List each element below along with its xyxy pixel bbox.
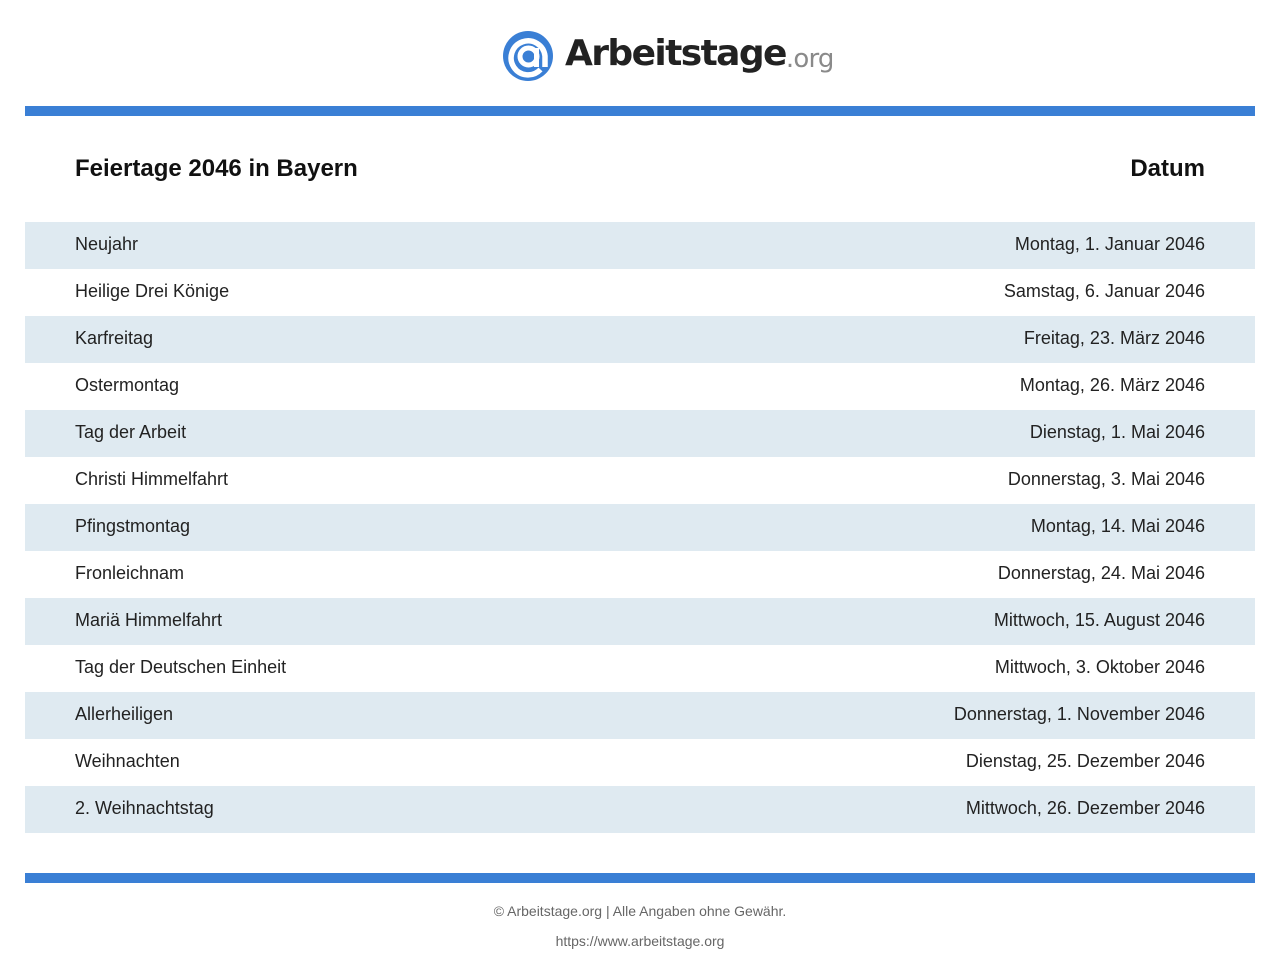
holiday-name: Ostermontag: [75, 375, 180, 395]
holiday-name: Pfingstmontag: [75, 516, 191, 536]
site-header: Arbeitstage.org: [0, 0, 1280, 106]
holiday-date: Montag, 14. Mai 2046: [1030, 516, 1205, 536]
table-title: Feiertage 2046 in Bayern: [75, 155, 358, 182]
holiday-name: Tag der Deutschen Einheit: [75, 657, 287, 677]
date-column-header: Datum: [1130, 155, 1205, 182]
footer-copyright: © Arbeitstage.org | Alle Angaben ohne Ge…: [493, 903, 787, 919]
table-row: Fronleichnam Donnerstag, 24. Mai 2046: [25, 551, 1255, 598]
holiday-date: Dienstag, 25. Dezember 2046: [965, 751, 1205, 771]
holiday-date: Dienstag, 1. Mai 2046: [1029, 422, 1205, 442]
holiday-date: Mittwoch, 15. August 2046: [993, 610, 1205, 630]
holiday-name: Neujahr: [75, 234, 139, 254]
logo-name: Arbeitstage: [565, 33, 787, 74]
holiday-name: 2. Weihnachtstag: [75, 798, 214, 818]
table-row: Karfreitag Freitag, 23. März 2046: [25, 316, 1255, 363]
holiday-name: Fronleichnam: [75, 563, 185, 583]
top-divider-bar: [25, 106, 1255, 116]
holiday-name: Tag der Arbeit: [75, 422, 187, 442]
holiday-name: Allerheiligen: [75, 704, 174, 724]
holiday-list: Neujahr Montag, 1. Januar 2046 Heilige Dre…: [25, 222, 1255, 833]
table-row: 2. Weihnachtstag Mittwoch, 26. Dezember 2…: [25, 786, 1255, 833]
table-row: Ostermontag Montag, 26. März 2046: [25, 363, 1255, 410]
holiday-date: Mittwoch, 3. Oktober 2046: [994, 657, 1205, 677]
at-sign-icon: [503, 31, 553, 81]
table-row: Pfingstmontag Montag, 14. Mai 2046: [25, 504, 1255, 551]
holiday-date: Samstag, 6. Januar 2046: [1003, 281, 1205, 301]
holiday-name: Christi Himmelfahrt: [75, 469, 229, 489]
holiday-name: Heilige Drei Könige: [75, 281, 230, 301]
table-row: Allerheiligen Donnerstag, 1. November 204…: [25, 692, 1255, 739]
table-row: Tag der Deutschen Einheit Mittwoch, 3. Ok…: [25, 645, 1255, 692]
table-row: Heilige Drei Könige Samstag, 6. Januar 20…: [25, 269, 1255, 316]
holiday-date: Montag, 26. März 2046: [1019, 375, 1205, 395]
table-row: Weihnachten Dienstag, 25. Dezember 2046: [25, 739, 1255, 786]
footer-url-link[interactable]: https://www.arbeitstage.org: [555, 933, 725, 949]
holiday-name: Karfreitag: [75, 328, 154, 348]
holiday-date: Donnerstag, 3. Mai 2046: [1007, 469, 1205, 489]
holiday-date: Mittwoch, 26. Dezember 2046: [965, 798, 1205, 818]
holiday-name: Mariä Himmelfahrt: [75, 610, 223, 630]
holiday-date: Donnerstag, 1. November 2046: [953, 704, 1205, 724]
holiday-date: Freitag, 23. März 2046: [1023, 328, 1205, 348]
holiday-date: Montag, 1. Januar 2046: [1014, 234, 1205, 254]
logo-wordmark: Arbeitstage.org: [565, 33, 835, 74]
site-logo[interactable]: Arbeitstage.org: [502, 29, 834, 83]
logo-tld: .org: [785, 44, 835, 74]
table-row: Mariä Himmelfahrt Mittwoch, 15. August 20…: [25, 598, 1255, 645]
table-row: Tag der Arbeit Dienstag, 1. Mai 2046: [25, 410, 1255, 457]
table-header: Feiertage 2046 in Bayern Datum: [25, 140, 1255, 200]
table-row: Neujahr Montag, 1. Januar 2046: [25, 222, 1255, 269]
holiday-date: Donnerstag, 24. Mai 2046: [997, 563, 1205, 583]
bottom-divider-bar: [25, 873, 1255, 883]
holiday-name: Weihnachten: [75, 751, 180, 771]
table-row: Christi Himmelfahrt Donnerstag, 3. Mai 20…: [25, 457, 1255, 504]
